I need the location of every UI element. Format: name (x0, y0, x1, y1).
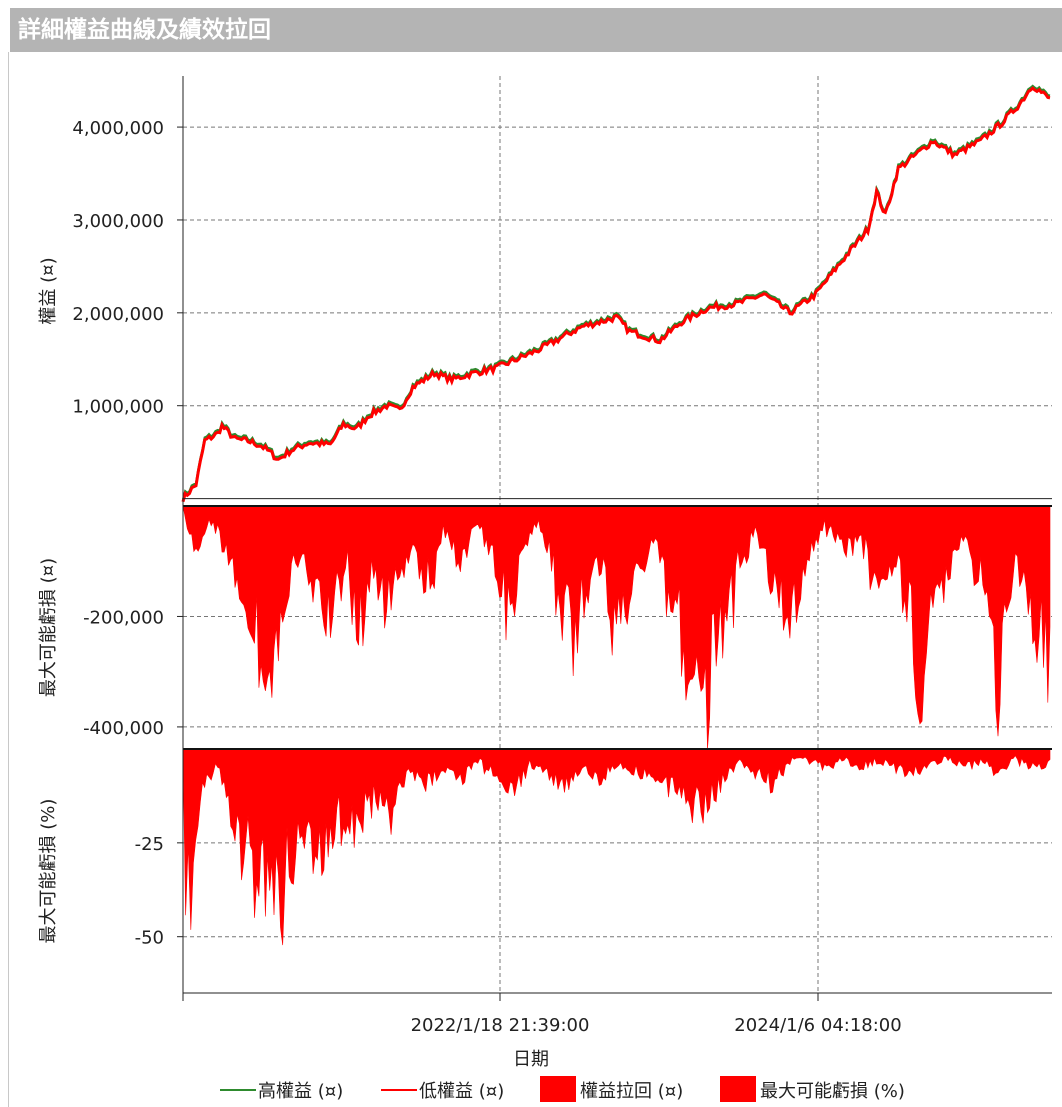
x-axis-title: 日期 (513, 1049, 549, 1070)
x-tick-label: 2022/1/18 21:39:00 (411, 1015, 590, 1036)
legend-swatch (540, 1076, 576, 1102)
legend-label: 低權益 (¤) (419, 1081, 504, 1102)
series-high-equity (181, 84, 1051, 500)
y-axis-title: 最大可能虧損 (%) (38, 799, 59, 944)
y-tick-label: -50 (135, 928, 164, 949)
y-tick-label: 1,000,000 (72, 397, 164, 418)
legend-swatch (720, 1076, 756, 1102)
series-equity-drawdown (182, 505, 1051, 750)
y-axis-title: 權益 (¤) (38, 257, 59, 324)
legend-label: 高權益 (¤) (258, 1081, 343, 1102)
legend-label: 權益拉回 (¤) (580, 1081, 683, 1102)
y-tick-label: 3,000,000 (72, 211, 164, 232)
series-low-equity (181, 86, 1051, 503)
x-tick-label: 2024/1/6 04:18:00 (734, 1015, 901, 1036)
y-tick-label: 4,000,000 (72, 118, 164, 139)
frame-border (8, 52, 9, 1107)
window-title: 詳細權益曲線及績效拉回 (10, 8, 1062, 52)
legend-label: 最大可能虧損 (%) (760, 1081, 905, 1102)
series-max-drawdown-percent (182, 748, 1051, 946)
y-tick-label: -400,000 (83, 718, 164, 739)
y-tick-label: -25 (135, 834, 164, 855)
y-tick-label: 2,000,000 (72, 304, 164, 325)
y-tick-label: -200,000 (83, 607, 164, 628)
y-axis-title: 最大可能虧損 (¤) (38, 558, 59, 697)
